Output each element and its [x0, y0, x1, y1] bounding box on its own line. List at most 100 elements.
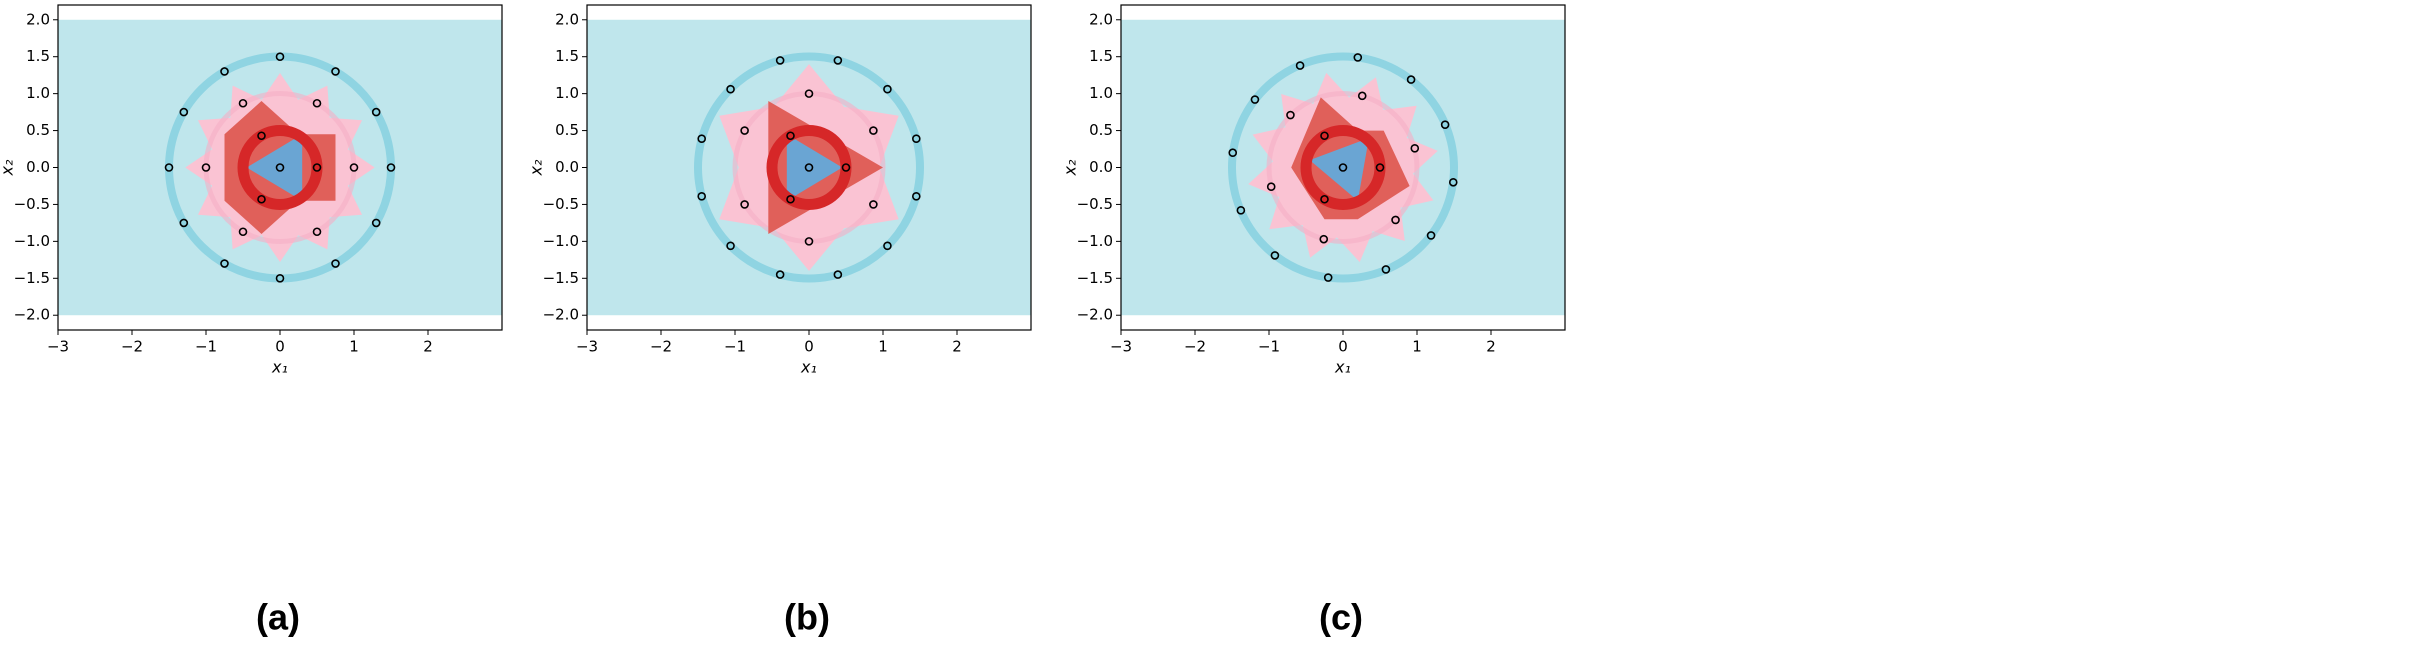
y-tick-label: −1.0	[14, 232, 50, 250]
y-tick-label: −1.0	[1077, 232, 1113, 250]
point	[726, 84, 735, 94]
point	[786, 194, 795, 204]
point	[697, 192, 707, 201]
point	[1357, 91, 1367, 101]
point	[238, 227, 248, 237]
point	[1338, 163, 1348, 172]
point	[275, 52, 285, 62]
x-axis-label: x₁	[1334, 358, 1351, 377]
point	[804, 163, 814, 172]
y-tick-label: −0.5	[543, 195, 579, 213]
y-tick-label: 0.0	[1089, 158, 1113, 176]
y-tick-label: 1.5	[555, 47, 579, 65]
point	[164, 163, 174, 172]
point	[312, 98, 322, 108]
panel: 2.0 1.5 1.0 0.5 0.0 −0.5 −1.0 −1.5 −2.0 −3 −2 −1 0 1 2…	[1061, 4, 1566, 638]
x-tick-label: −3	[576, 338, 598, 356]
point	[841, 163, 851, 172]
y-tick-label: −2.0	[1077, 306, 1113, 324]
y-tick-label: −1.5	[543, 269, 579, 287]
point	[1410, 143, 1420, 153]
point	[238, 98, 248, 108]
ring	[694, 52, 924, 283]
y-tick-label: −2.0	[543, 306, 579, 324]
point	[833, 270, 843, 279]
point	[371, 107, 381, 117]
point	[386, 163, 396, 172]
y-tick-label: 0.5	[555, 121, 579, 139]
point	[275, 163, 285, 172]
point	[883, 84, 892, 94]
point	[1426, 231, 1436, 240]
y-tick-label: −0.5	[14, 195, 50, 213]
point	[804, 237, 814, 246]
point	[1228, 148, 1238, 158]
point	[331, 259, 340, 268]
y-tick-label: 0.5	[1089, 121, 1113, 139]
point	[312, 163, 322, 172]
point	[179, 107, 189, 117]
point	[312, 227, 322, 237]
point	[220, 67, 229, 76]
x-tick-label: 2	[1486, 338, 1496, 356]
x-axis-label: x₁	[800, 358, 817, 377]
y-tick-label: 1.5	[1089, 47, 1113, 65]
x-tick-label: 2	[423, 338, 433, 356]
y-tick-label: −1.5	[1077, 269, 1113, 287]
y-tick-label: 1.0	[26, 84, 50, 102]
point	[804, 89, 814, 98]
y-tick-label: 1.0	[555, 84, 579, 102]
ring	[203, 91, 357, 244]
point	[1266, 182, 1276, 192]
point	[697, 134, 707, 143]
x-tick-label: −3	[47, 338, 69, 356]
y-tick-label: −2.0	[14, 306, 50, 324]
point	[869, 126, 878, 135]
y-tick-label: 2.0	[1089, 10, 1113, 28]
y-axis-label: x₂	[1061, 159, 1080, 176]
y-tick-label: 2.0	[26, 10, 50, 28]
ring	[1266, 91, 1420, 244]
y-axis-label: x₂	[527, 159, 546, 176]
y-tick-label: 0.5	[26, 121, 50, 139]
point	[275, 273, 285, 283]
point	[1381, 265, 1391, 274]
x-tick-label: −3	[1110, 338, 1132, 356]
point	[1270, 251, 1280, 260]
x-tick-label: −2	[1184, 338, 1206, 356]
x-tick-label: 1	[349, 338, 359, 356]
x-tick-label: −2	[121, 338, 143, 356]
x-tick-label: −1	[1258, 338, 1280, 356]
panel-label: (b)	[784, 597, 830, 638]
ring	[1300, 125, 1386, 210]
point	[869, 200, 878, 209]
point	[1440, 120, 1450, 129]
panel: 2.0 1.5 1.0 0.5 0.0 −0.5 −1.0 −1.5 −2.0 −3 −2 −1 0 1 2…	[527, 4, 1032, 638]
point	[1320, 131, 1329, 141]
point	[349, 163, 359, 172]
region	[246, 134, 303, 201]
y-tick-label: 0.0	[26, 158, 50, 176]
x-tick-label: 0	[804, 338, 814, 356]
point	[740, 200, 749, 209]
point	[1375, 163, 1385, 172]
point	[257, 131, 266, 141]
point	[1250, 95, 1260, 104]
point	[257, 194, 266, 204]
y-tick-label: −1.5	[14, 269, 50, 287]
plot-area	[58, 19, 502, 316]
point	[1323, 273, 1333, 282]
x-tick-label: 0	[275, 338, 285, 356]
region	[786, 134, 843, 201]
x-tick-label: −1	[195, 338, 217, 356]
point	[911, 134, 921, 143]
point	[220, 259, 229, 268]
point	[1353, 53, 1363, 62]
point	[1295, 61, 1305, 70]
ring	[1228, 52, 1458, 283]
point	[371, 218, 381, 228]
point	[1286, 110, 1295, 120]
point	[1236, 206, 1246, 215]
